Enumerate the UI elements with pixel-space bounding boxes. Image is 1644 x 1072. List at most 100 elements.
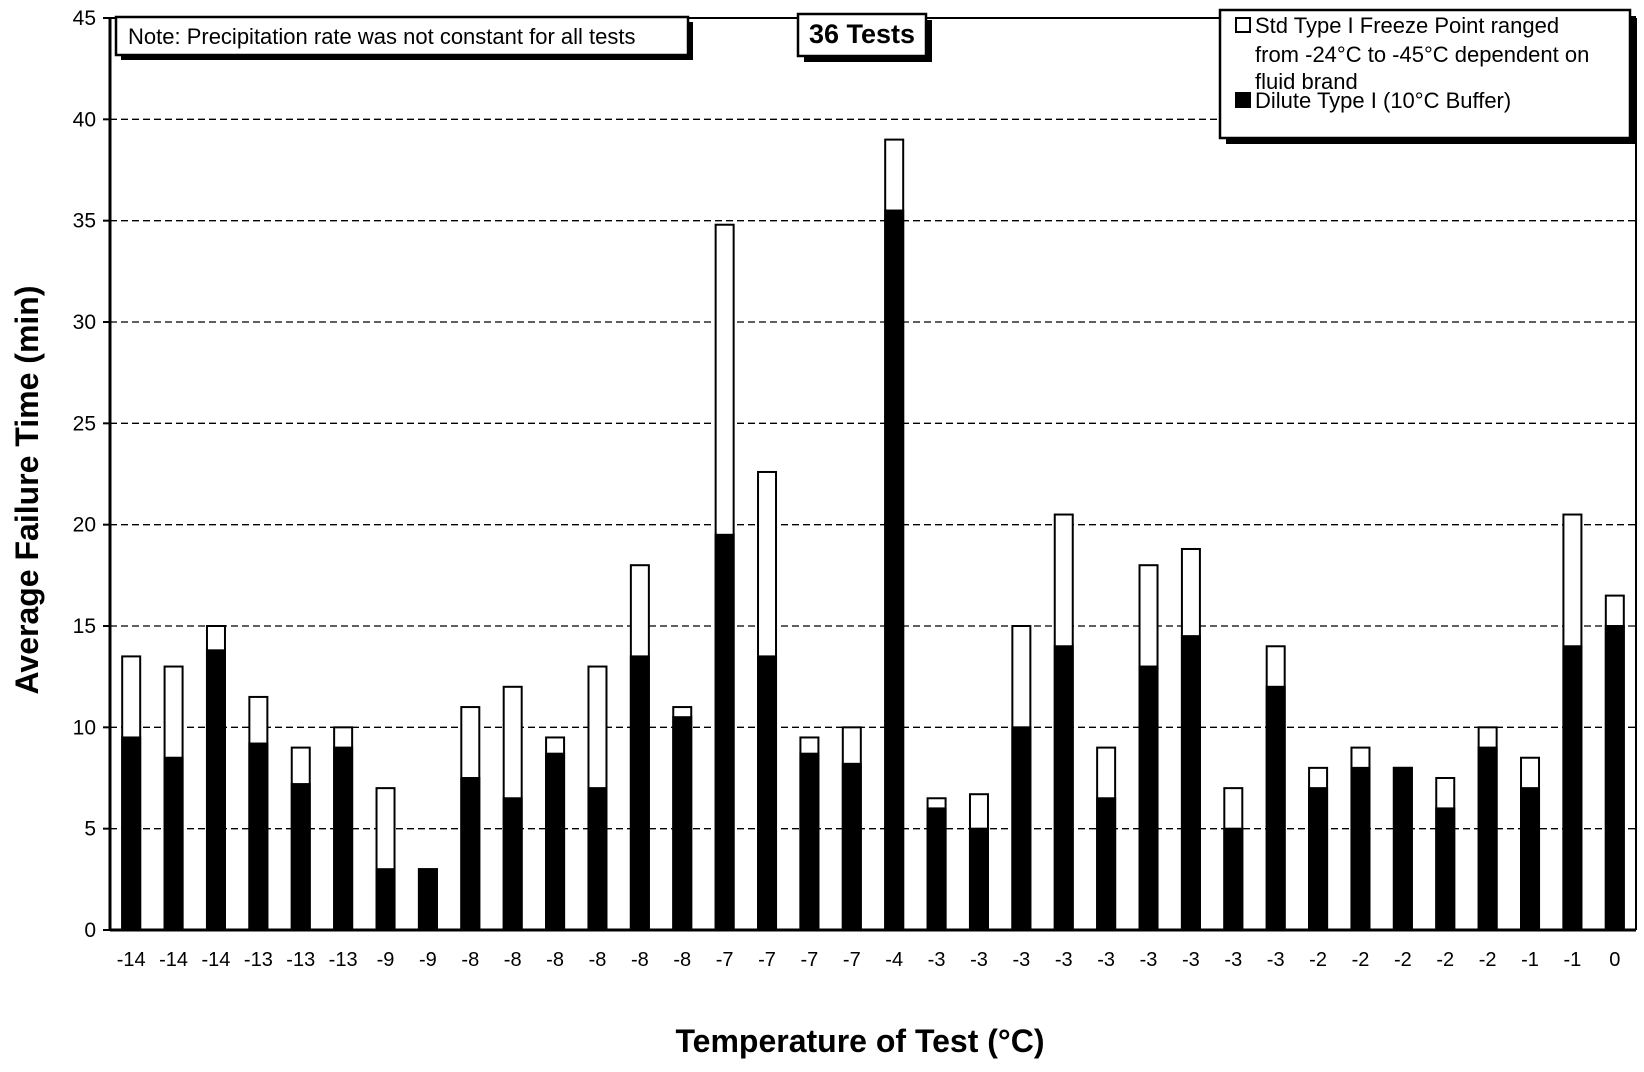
legend-label-std-3: fluid brand (1255, 69, 1358, 94)
gridlines (110, 118, 1636, 830)
y-tick-label: 25 (73, 412, 96, 435)
bar-dilute-type-i (248, 742, 269, 932)
legend: Std Type I Freeze Point ranged from -24°… (1218, 8, 1636, 144)
y-axis-title: Average Failure Time (min) (9, 285, 45, 694)
x-tick-label: -8 (461, 949, 479, 971)
x-tick-label: -7 (801, 949, 819, 971)
bar-dilute-type-i (1096, 797, 1117, 931)
bar-dilute-type-i (1308, 787, 1329, 932)
bar-dilute-type-i (1053, 645, 1074, 931)
x-tick-label: -9 (377, 949, 395, 971)
x-tick-label: -13 (286, 949, 315, 971)
x-tick-labels: -14 -14 -14 -13 -13 -13 -9 -9 -8 -8 -8 -8 -8 -8 -7 -7 -7… (117, 949, 1621, 971)
bar-dilute-type-i (629, 655, 650, 932)
bar-dilute-type-i (290, 783, 311, 932)
x-tick-label: -2 (1309, 949, 1327, 971)
bar-dilute-type-i (460, 777, 481, 931)
bar-dilute-type-i (417, 868, 438, 932)
bar-dilute-type-i (714, 533, 735, 931)
x-tick-label: -7 (716, 949, 734, 971)
bar-dilute-type-i (1011, 726, 1032, 931)
bar-dilute-type-i (375, 868, 396, 932)
bar-dilute-type-i (1604, 625, 1625, 931)
bar-dilute-type-i (205, 649, 226, 931)
x-tick-label: -3 (1267, 949, 1285, 971)
x-tick-label: -8 (673, 949, 691, 971)
y-tick-label: 0 (84, 919, 96, 942)
x-tick-label: -14 (117, 949, 146, 971)
y-tick-label: 35 (73, 210, 96, 233)
bar-dilute-type-i (841, 762, 862, 932)
bar-dilute-type-i (1477, 746, 1498, 931)
bar-dilute-type-i (1392, 766, 1413, 931)
x-tick-label: -2 (1352, 949, 1370, 971)
bar-dilute-type-i (799, 752, 820, 931)
x-tick-label: -1 (1521, 949, 1539, 971)
x-tick-label: -2 (1394, 949, 1412, 971)
bar-dilute-type-i (333, 746, 354, 931)
bar-dilute-type-i (1138, 665, 1159, 931)
bar-dilute-type-i (1520, 787, 1541, 932)
x-tick-label: -2 (1479, 949, 1497, 971)
y-tick-label: 45 (73, 7, 96, 30)
x-tick-label: -8 (589, 949, 607, 971)
bar-dilute-type-i (757, 655, 778, 932)
bar-dilute-type-i (1265, 685, 1286, 931)
y-tick-label: 30 (73, 311, 96, 334)
x-tick-label: -3 (970, 949, 988, 971)
x-tick-label: -7 (758, 949, 776, 971)
legend-label-std-2: from -24°C to -45°C dependent on (1255, 42, 1589, 67)
bar-dilute-type-i (545, 752, 566, 931)
bar-dilute-type-i (1350, 766, 1371, 931)
x-axis-title: Temperature of Test (°C) (676, 1023, 1045, 1059)
x-tick-label: -3 (1140, 949, 1158, 971)
bar-dilute-type-i (968, 827, 989, 932)
note-box: Note: Precipitation rate was not constan… (114, 15, 693, 60)
x-tick-label: -4 (885, 949, 903, 971)
y-tick-label: 10 (73, 716, 96, 739)
bar-dilute-type-i (587, 787, 608, 932)
y-tick-labels: 0 5 10 15 20 25 30 35 40 45 (73, 7, 110, 942)
x-tick-label: -13 (329, 949, 358, 971)
x-tick-label: 0 (1609, 949, 1620, 971)
legend-label-std-1: Std Type I Freeze Point ranged (1255, 13, 1559, 38)
x-tick-label: -7 (843, 949, 861, 971)
x-tick-label: -9 (419, 949, 437, 971)
x-tick-label: -13 (244, 949, 273, 971)
y-tick-label: 15 (73, 615, 96, 638)
legend-label-dilute: Dilute Type I (10°C Buffer) (1255, 88, 1511, 113)
bar-dilute-type-i (672, 716, 693, 932)
bar-dilute-type-i (1435, 807, 1456, 932)
x-tick-label: -14 (159, 949, 188, 971)
x-tick-label: -3 (1097, 949, 1115, 971)
y-tick-label: 20 (73, 514, 96, 537)
x-tick-label: -2 (1436, 949, 1454, 971)
y-tick-label: 40 (73, 108, 96, 131)
bar-dilute-type-i (121, 736, 142, 932)
bar-dilute-type-i (1180, 635, 1201, 932)
legend-swatch-dilute (1235, 92, 1251, 108)
x-tick-label: -3 (1182, 949, 1200, 971)
bar-dilute-type-i (502, 797, 523, 931)
x-tick-label: -14 (202, 949, 231, 971)
bar-dilute-type-i (1562, 645, 1583, 931)
x-tick-label: -8 (631, 949, 649, 971)
chart-title-box: 36 Tests (796, 12, 932, 62)
x-tick-label: -3 (928, 949, 946, 971)
bar-dilute-type-i (884, 209, 905, 932)
bar-series (121, 138, 1625, 932)
x-tick-label: -3 (1055, 949, 1073, 971)
x-tick-label: -1 (1564, 949, 1582, 971)
x-tick-label: -3 (1012, 949, 1030, 971)
y-tick-label: 5 (84, 818, 96, 841)
legend-swatch-std (1235, 17, 1251, 33)
bar-dilute-type-i (926, 807, 947, 932)
bar-dilute-type-i (1223, 827, 1244, 932)
x-tick-label: -8 (504, 949, 522, 971)
x-tick-label: -3 (1224, 949, 1242, 971)
x-tick-label: -8 (546, 949, 564, 971)
note-text: Note: Precipitation rate was not constan… (128, 24, 635, 49)
chart-title: 36 Tests (809, 19, 915, 49)
bar-dilute-type-i (163, 756, 184, 931)
